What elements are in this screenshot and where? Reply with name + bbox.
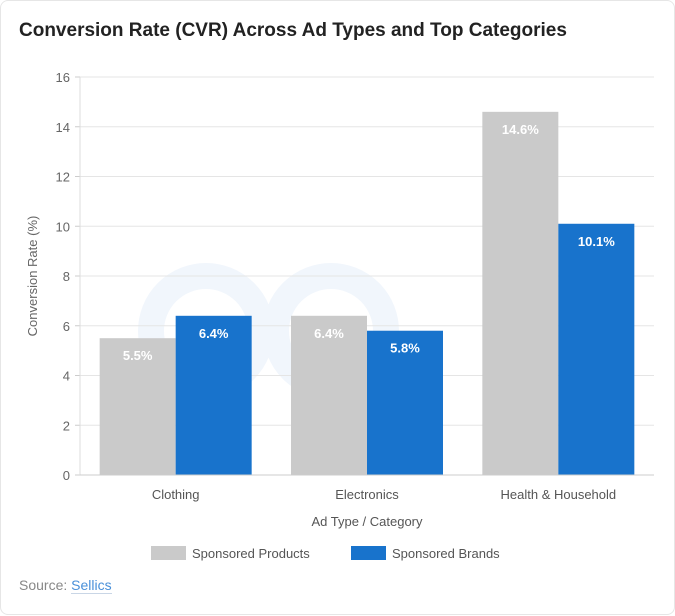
y-tick-label: 8	[63, 269, 70, 284]
data-label: 6.4%	[199, 326, 229, 341]
source-label: Source:	[19, 577, 68, 593]
x-tick-label: Electronics	[335, 487, 399, 502]
bar-sponsored-products	[291, 315, 367, 475]
data-label: 6.4%	[314, 326, 344, 341]
data-label: 10.1%	[578, 234, 615, 249]
legend-label: Sponsored Brands	[392, 546, 500, 561]
source-link[interactable]: Sellics	[71, 577, 112, 594]
data-label: 14.6%	[502, 122, 539, 137]
bar-sponsored-products	[99, 338, 176, 475]
legend-label: Sponsored Products	[192, 546, 310, 561]
bar-sponsored-brands	[558, 223, 635, 475]
y-axis-title: Conversion Rate (%)	[25, 216, 40, 337]
data-label: 5.5%	[123, 348, 153, 363]
y-tick-label: 12	[56, 170, 70, 185]
y-tick-label: 2	[63, 418, 70, 433]
x-tick-label: Clothing	[152, 487, 200, 502]
data-label: 5.8%	[390, 341, 420, 356]
y-tick-label: 14	[56, 120, 70, 135]
y-tick-label: 4	[63, 369, 70, 384]
bar-sponsored-brands	[175, 315, 252, 475]
legend-swatch	[151, 546, 186, 560]
y-tick-label: 10	[56, 219, 70, 234]
source-note: Source: Sellics	[19, 577, 112, 594]
chart-title: Conversion Rate (CVR) Across Ad Types an…	[19, 20, 567, 41]
x-axis-title: Ad Type / Category	[311, 514, 423, 529]
x-tick-label: Health & Household	[501, 487, 617, 502]
y-tick-label: 16	[56, 70, 70, 85]
legend-swatch	[351, 546, 386, 560]
y-tick-label: 6	[63, 319, 70, 334]
bar-sponsored-brands	[367, 330, 443, 475]
bar-sponsored-products	[482, 111, 559, 475]
y-tick-label: 0	[63, 468, 70, 483]
